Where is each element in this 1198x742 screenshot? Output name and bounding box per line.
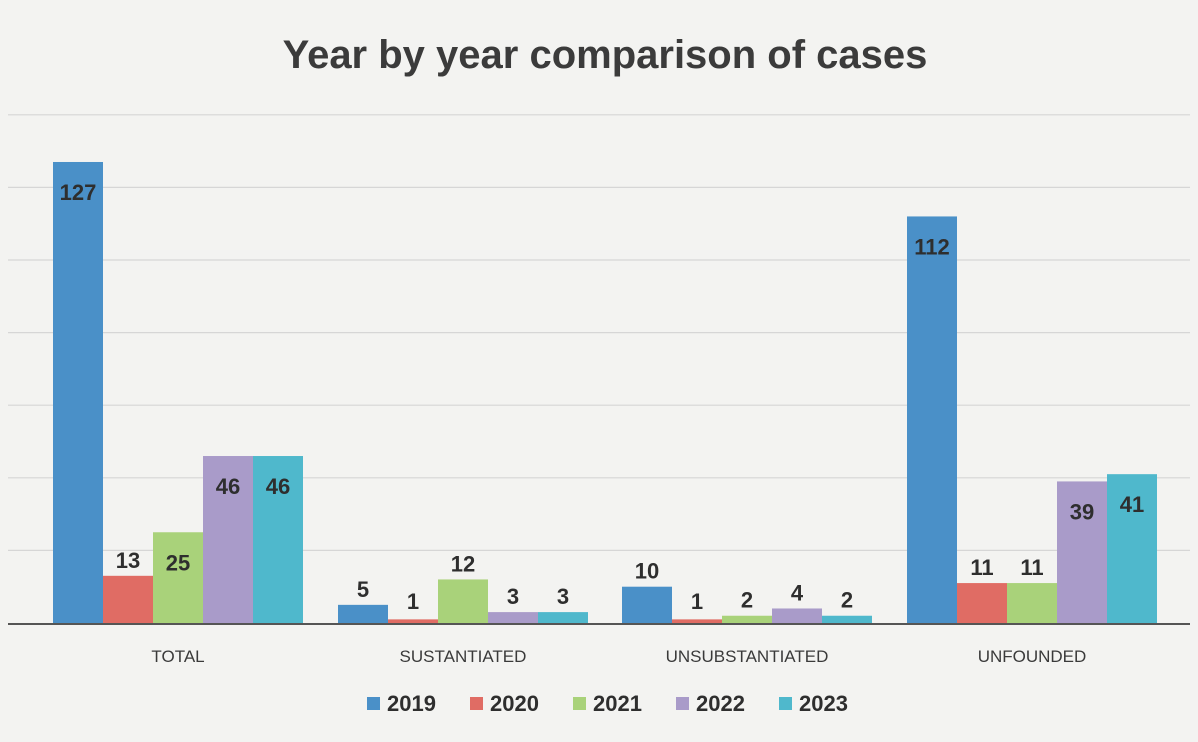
data-label: 3 [507,584,519,609]
data-label: 2 [741,588,753,613]
data-label: 11 [1020,555,1043,580]
bar-2020-unsubstantiated [672,619,722,623]
bar-2023-total [253,456,303,623]
legend-label: 2023 [799,691,848,716]
bar-2020-total [103,575,153,623]
data-label: 1 [691,589,703,614]
bar-2023-sustantiated [538,612,588,623]
data-label: 1 [407,589,419,614]
bar-2023-unsubstantiated [822,615,872,623]
data-label: 127 [60,180,97,205]
data-label: 46 [266,474,290,499]
bar-2021-total [153,532,203,623]
data-label: 11 [970,555,993,580]
data-label: 5 [357,577,369,602]
bar-2021-unsubstantiated [722,615,772,623]
category-label: UNFOUNDED [978,647,1087,666]
bar-2019-sustantiated [338,604,388,623]
bar-2019-total [53,161,103,624]
legend-swatch [676,697,689,710]
data-label: 112 [914,234,950,259]
legend-swatch [573,697,586,710]
bars [53,161,1157,624]
bar-2019-unfounded [907,216,957,623]
legend-label: 2022 [696,691,745,716]
category-label: TOTAL [151,647,204,666]
data-label: 3 [557,584,569,609]
chart-title: Year by year comparison of cases [283,33,928,77]
bar-2019-unsubstantiated [622,586,672,623]
bar-2022-unfounded [1057,481,1107,623]
legend-swatch [470,697,483,710]
bar-2023-unfounded [1107,474,1157,623]
data-label: 39 [1070,499,1094,524]
bar-2020-unfounded [957,583,1007,623]
data-label: 2 [841,588,853,613]
data-label: 13 [116,548,140,573]
x-axis: TOTAL SUSTANTIATED UNSUBSTANTIATED UNFOUNDE… [151,647,1086,666]
bar-2022-sustantiated [488,612,538,623]
data-label: 12 [451,551,475,576]
legend-label: 2021 [593,691,642,716]
bar-2020-sustantiated [388,619,438,623]
bar-2022-unsubstantiated [772,608,822,623]
data-label: 4 [791,580,804,605]
bar-2022-total [203,456,253,623]
legend-swatch [367,697,380,710]
category-label: SUSTANTIATED [400,647,527,666]
legend: 2019 2020 2021 2022 2023 [367,691,848,716]
data-label: 41 [1120,492,1144,517]
legend-swatch [779,697,792,710]
category-label: UNSUBSTANTIATED [666,647,829,666]
data-label: 46 [216,474,240,499]
legend-label: 2020 [490,691,539,716]
data-label: 25 [166,550,190,575]
bar-2021-sustantiated [438,579,488,623]
bar-2021-unfounded [1007,583,1057,623]
data-label: 10 [635,559,659,584]
legend-label: 2019 [387,691,436,716]
